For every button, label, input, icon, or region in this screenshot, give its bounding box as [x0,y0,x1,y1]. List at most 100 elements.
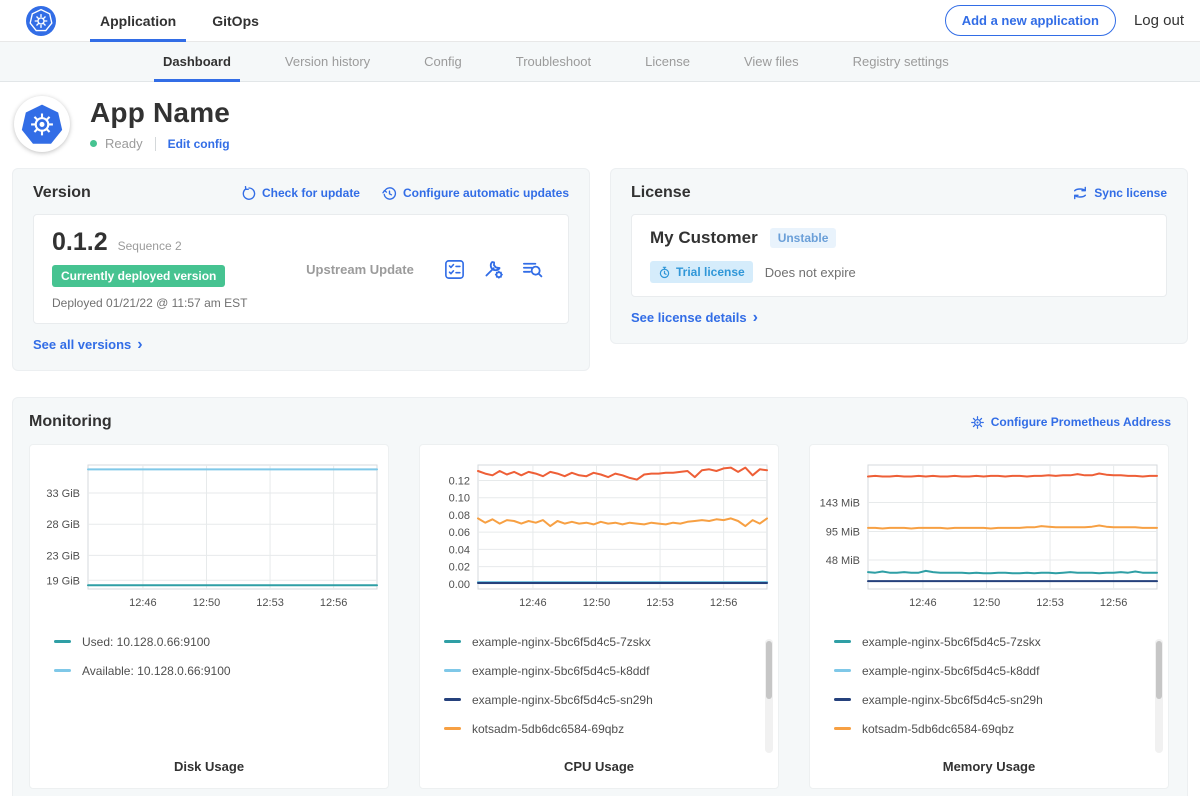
license-card-title: License [631,184,691,201]
sync-arrows-icon [1074,186,1087,200]
license-card: License Sync license My Customer Unstabl… [610,168,1188,344]
check-for-update-label: Check for update [261,186,360,200]
preflight-checklist-icon[interactable] [443,258,466,281]
legend-label: example-nginx-5bc6f5d4c5-k8ddf [862,663,1040,678]
customer-name: My Customer [650,228,758,247]
legend-item: kotsadm-5db6dc6584-69qbz [834,714,1162,743]
see-all-versions-label: See all versions [33,337,132,352]
legend-swatch [444,698,461,701]
disk-usage-chart-card: 33 GiB 28 GiB 23 GiB 19 GiB 12:46 12:50 12:53 1… [29,444,389,789]
memory-usage-chart-card: 143 MiB 95 MiB 48 MiB 12:46 12:50 12:53 12:56 … [809,444,1169,789]
subnav-license[interactable]: License [632,42,703,82]
legend-item: Used: 10.128.0.66:9100 [54,627,382,656]
version-sequence: Sequence 2 [117,239,182,253]
subnav-config[interactable]: Config [411,42,475,82]
legend-item: example-nginx-5bc6f5d4c5-7zskx [834,627,1162,656]
chart-svg: 33 GiB 28 GiB 23 GiB 19 GiB 12:46 12:50 12:53 1… [46,464,378,609]
stopwatch-icon [659,266,670,278]
auto-update-clock-icon [382,186,397,200]
disk-usage-chart: 33 GiB 28 GiB 23 GiB 19 GiB 12:46 12:50 12:53 1… [36,457,382,615]
subnav-registry-settings[interactable]: Registry settings [840,42,962,82]
svg-text:12:46: 12:46 [909,597,937,609]
check-for-update-link[interactable]: Check for update [241,185,360,201]
legend-swatch [444,640,461,643]
see-all-versions-link[interactable]: See all versions › [33,336,143,352]
config-wrench-gear-icon[interactable] [482,258,505,281]
cpu-usage-title: CPU Usage [563,759,635,774]
disk-usage-title: Disk Usage [173,759,245,774]
legend-scrollbar-thumb[interactable] [766,641,772,699]
gear-icon [970,415,984,429]
legend-swatch [834,727,851,730]
chart-svg: 0.12 0.10 0.08 0.06 0.04 0.02 0.00 12:46 12:50 12… [449,464,768,609]
version-source-label: Upstream Update [306,261,414,277]
legend-swatch [54,669,71,672]
svg-text:19 GiB: 19 GiB [46,575,80,587]
legend-item: example-nginx-5bc6f5d4c5-k8ddf [834,656,1162,685]
version-card: Version Check for update Configure au [12,168,590,371]
tab-gitops-label: GitOps [212,12,259,29]
app-subnav: Dashboard Version history Config Trouble… [0,42,1200,82]
license-expiry: Does not expire [764,264,856,280]
top-navbar: Application GitOps Add a new application… [0,0,1200,42]
configure-prometheus-link[interactable]: Configure Prometheus Address [970,415,1171,430]
subnav-dashboard-label: Dashboard [163,54,231,69]
legend-item: Available: 10.128.0.66:9100 [54,656,382,685]
subnav-version-history[interactable]: Version history [272,42,383,82]
subnav-license-label: License [645,54,690,69]
svg-text:48 MiB: 48 MiB [826,555,860,567]
deployed-timestamp: Deployed 01/21/22 @ 11:57 am EST [52,296,248,310]
tab-application[interactable]: Application [88,0,188,42]
cpu-usage-chart-card: 0.12 0.10 0.08 0.06 0.04 0.02 0.00 12:46 12:50 12… [419,444,779,789]
subnav-view-files-label: View files [743,54,799,69]
legend-scrollbar[interactable] [765,639,773,753]
sync-license-link[interactable]: Sync license [1072,185,1167,201]
subnav-troubleshoot[interactable]: Troubleshoot [503,42,604,82]
subnav-dashboard[interactable]: Dashboard [150,42,244,82]
trial-license-badge: Trial license [650,261,753,283]
trial-license-label: Trial license [676,265,745,279]
svg-text:0.00: 0.00 [449,579,470,591]
legend-item: example-nginx-5bc6f5d4c5-sn29h [444,685,772,714]
svg-text:12:56: 12:56 [710,597,738,609]
legend-scrollbar-thumb[interactable] [1156,641,1162,699]
sync-license-label: Sync license [1094,186,1167,200]
configure-automatic-updates-link[interactable]: Configure automatic updates [382,186,569,201]
chevron-right-icon: › [752,308,758,326]
svg-text:95 MiB: 95 MiB [826,527,860,539]
svg-text:12:53: 12:53 [256,597,284,609]
disk-usage-legend: Used: 10.128.0.66:9100 Available: 10.128.… [54,627,382,685]
svg-text:12:50: 12:50 [583,597,611,609]
subnav-view-files[interactable]: View files [731,42,812,82]
page-title: App Name [90,97,231,128]
chart-svg: 143 MiB 95 MiB 48 MiB 12:46 12:50 12:53 12:56 [820,464,1158,609]
legend-label: Available: 10.128.0.66:9100 [82,663,231,678]
subnav-registry-settings-label: Registry settings [852,54,949,69]
svg-text:143 MiB: 143 MiB [820,498,860,510]
configure-automatic-updates-label: Configure automatic updates [402,186,569,200]
legend-label: example-nginx-5bc6f5d4c5-7zskx [862,634,1041,649]
svg-text:28 GiB: 28 GiB [46,519,80,531]
app-header: App Name Ready Edit config [0,82,1200,164]
svg-text:12:56: 12:56 [320,597,348,609]
legend-label: example-nginx-5bc6f5d4c5-sn29h [472,692,653,707]
logout-button[interactable]: Log out [1133,12,1184,29]
add-new-application-button[interactable]: Add a new application [944,5,1116,36]
legend-label: example-nginx-5bc6f5d4c5-k8ddf [472,663,650,678]
version-card-title: Version [33,184,91,201]
see-license-details-link[interactable]: See license details › [631,308,758,326]
svg-text:0.04: 0.04 [449,544,470,556]
view-files-search-icon[interactable] [521,258,544,281]
subnav-troubleshoot-label: Troubleshoot [515,54,592,69]
svg-text:12:50: 12:50 [973,597,1001,609]
svg-text:0.10: 0.10 [449,493,470,505]
subnav-config-label: Config [424,54,462,69]
legend-scrollbar[interactable] [1155,639,1163,753]
monitoring-panel: Monitoring Configure Prometheus Address … [12,397,1188,796]
version-number: 0.1.2 [52,228,108,256]
svg-text:12:50: 12:50 [193,597,221,609]
kubernetes-logo-icon[interactable] [26,5,56,36]
tab-gitops[interactable]: GitOps [200,0,271,42]
refresh-icon [242,185,256,200]
edit-config-link[interactable]: Edit config [167,136,230,151]
